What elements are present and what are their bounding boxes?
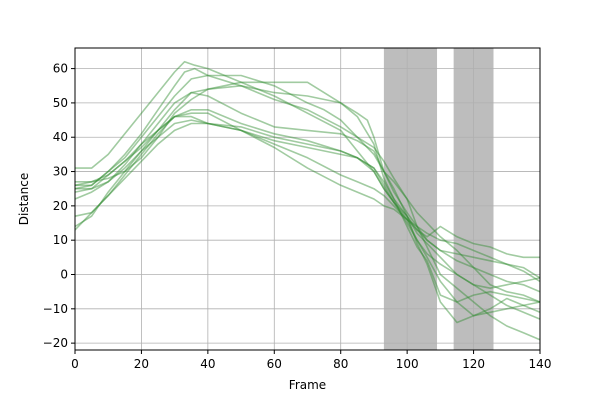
series-line	[74, 109, 541, 320]
y-tick-label: 20	[53, 199, 68, 213]
series-line	[75, 67, 541, 289]
x-tick-label: 40	[200, 357, 215, 371]
x-tick-label: 120	[462, 357, 485, 371]
plot-frame	[74, 47, 541, 351]
y-tick-label: 40	[53, 130, 68, 144]
series-line	[74, 81, 541, 279]
x-tick-label: 80	[333, 357, 348, 371]
axes: 0 20 40 60 80 100 120 140 −20 −10 0 10 20 30 40 50 60	[43, 62, 552, 371]
y-tick-label: 30	[53, 165, 68, 179]
series-line	[74, 91, 541, 324]
series-line	[75, 115, 540, 259]
y-tick-label: 60	[53, 62, 68, 76]
y-tick-label: −10	[43, 302, 68, 316]
series-line	[74, 122, 541, 293]
series-line	[75, 85, 541, 341]
x-tick-label: 100	[396, 357, 419, 371]
y-tick-label: 10	[53, 233, 68, 247]
y-tick-label: 50	[53, 96, 68, 110]
x-tick-label: 0	[71, 357, 79, 371]
x-tick-label: 20	[134, 357, 149, 371]
x-axis-label: Frame	[289, 378, 326, 392]
series-line	[74, 112, 541, 283]
series-lines	[74, 60, 541, 341]
x-tick-label: 60	[267, 357, 282, 371]
y-tick-label: −20	[43, 336, 68, 350]
series-line	[74, 74, 541, 303]
series-line	[74, 119, 541, 303]
y-axis-label: Distance	[17, 173, 31, 225]
shaded-region	[383, 48, 438, 350]
y-tick-label: 0	[60, 268, 68, 282]
x-tick-label: 140	[529, 357, 552, 371]
series-line	[75, 60, 541, 317]
